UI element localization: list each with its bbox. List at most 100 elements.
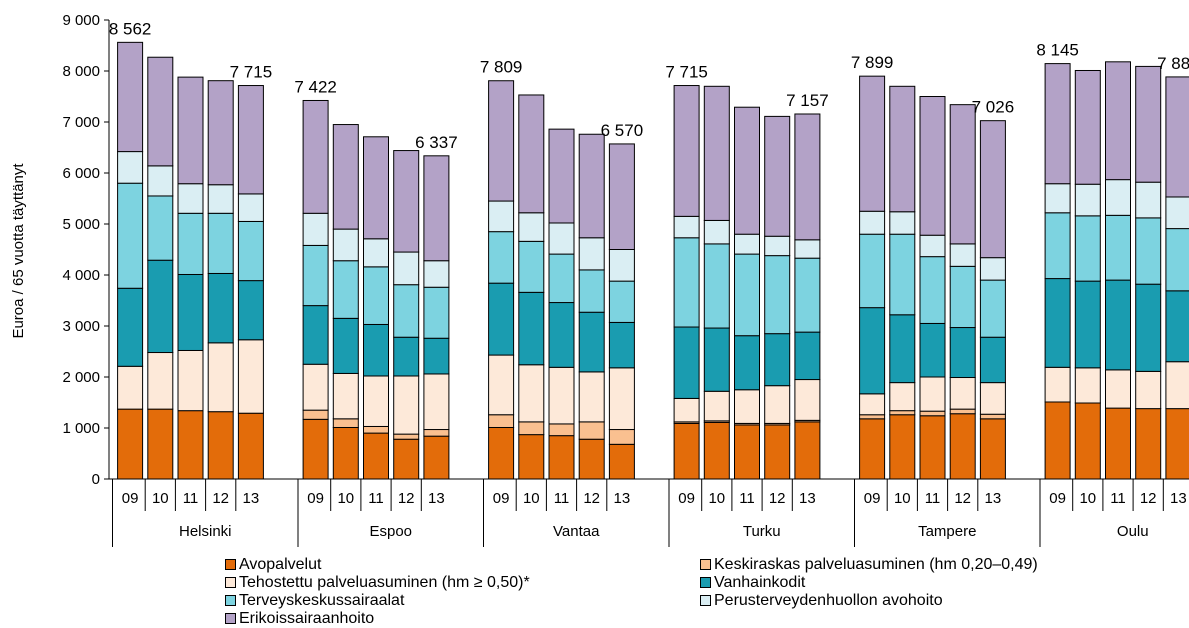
bar-segment bbox=[207, 212, 234, 274]
bar-segment bbox=[794, 113, 821, 241]
bar-segment bbox=[177, 410, 204, 480]
bar-segment bbox=[919, 322, 946, 378]
data-label: 7 884 bbox=[1157, 54, 1189, 73]
bar-segment bbox=[919, 96, 946, 236]
bar-segment bbox=[302, 244, 329, 307]
bar-segment bbox=[794, 257, 821, 333]
bar-segment bbox=[423, 286, 450, 339]
bar-segment bbox=[1165, 228, 1189, 292]
bar-segment bbox=[548, 302, 575, 368]
bar-segment bbox=[302, 99, 329, 214]
bar-segment bbox=[1074, 367, 1101, 404]
bar-segment bbox=[1165, 196, 1189, 230]
bar-segment bbox=[1105, 179, 1131, 216]
legend-label: Erikoissairaanhoito bbox=[239, 610, 375, 627]
year-label: 09 bbox=[678, 490, 695, 507]
bar-segment bbox=[979, 279, 1006, 338]
bar-segment bbox=[919, 410, 946, 417]
bar-segment bbox=[1074, 280, 1101, 369]
year-label: 09 bbox=[1049, 490, 1066, 507]
bar-segment bbox=[147, 165, 174, 197]
bar-segment bbox=[673, 397, 700, 423]
bar-segment bbox=[1165, 76, 1189, 198]
bar-segment bbox=[488, 80, 515, 202]
bar-segment bbox=[734, 233, 760, 255]
bar-segment bbox=[794, 421, 821, 480]
bar-segment bbox=[177, 183, 204, 214]
legend-item-terveyskeskussairaalat: Terveyskeskussairaalat bbox=[225, 592, 404, 609]
legend-label: Tehostettu palveluasuminen (hm ≥ 0,50)* bbox=[239, 574, 530, 591]
data-label: 7 809 bbox=[480, 58, 523, 77]
bar-segment bbox=[1074, 215, 1101, 282]
bar-segment bbox=[578, 133, 605, 239]
bar-segment bbox=[332, 124, 359, 230]
bar-segment bbox=[578, 438, 605, 480]
bar-segment bbox=[673, 215, 700, 239]
bar-segment bbox=[919, 234, 946, 258]
bar-segment bbox=[548, 366, 575, 425]
bar-segment bbox=[488, 231, 515, 284]
legend-label: Terveyskeskussairaalat bbox=[239, 592, 405, 609]
year-label: 13 bbox=[243, 490, 260, 507]
bar-segment bbox=[919, 256, 946, 324]
bar-segment bbox=[1165, 361, 1189, 410]
bar-segment bbox=[1135, 217, 1162, 285]
bar-segment bbox=[949, 104, 976, 245]
bar-segment bbox=[117, 287, 144, 367]
bar-segment bbox=[949, 377, 976, 410]
y-tick-label: 9 000 bbox=[62, 12, 100, 29]
year-label: 13 bbox=[614, 490, 631, 507]
bar-segment bbox=[207, 184, 234, 214]
bar-segment bbox=[703, 390, 730, 422]
bar-segment bbox=[1044, 183, 1071, 214]
legend-swatch bbox=[225, 613, 236, 624]
year-label: 13 bbox=[799, 490, 816, 507]
bar-segment bbox=[207, 272, 234, 344]
bar-segment bbox=[608, 280, 635, 323]
bar-segment bbox=[518, 94, 545, 214]
data-label: 6 337 bbox=[415, 133, 458, 152]
bar-segment bbox=[117, 151, 144, 184]
year-label: 09 bbox=[493, 490, 510, 507]
bar-segment bbox=[889, 314, 916, 384]
year-label: 12 bbox=[583, 490, 600, 507]
stacked-bar-chart: Euroa / 65 vuotta täyttänyt 0 1 000 2 000 3… bbox=[10, 12, 1189, 547]
bar-segment bbox=[703, 421, 730, 480]
bar-segment bbox=[608, 443, 635, 480]
bar-segment bbox=[734, 335, 760, 391]
bar-segment bbox=[423, 435, 450, 480]
bar-segment bbox=[363, 238, 389, 268]
data-label: 7 157 bbox=[786, 91, 829, 110]
bar-segment bbox=[237, 280, 264, 341]
bar-segment bbox=[548, 128, 575, 224]
legend-item-keskiraskas: Keskiraskas palveluasuminen (hm 0,20–0,4… bbox=[700, 556, 1038, 573]
bar-segment bbox=[734, 389, 760, 424]
bar-segment bbox=[859, 393, 886, 416]
bar-segment bbox=[207, 80, 234, 186]
y-tick-label: 6 000 bbox=[62, 165, 100, 182]
y-tick-label: 0 bbox=[92, 471, 100, 488]
bar-segment bbox=[518, 291, 545, 366]
group-label: Espoo bbox=[369, 523, 412, 540]
year-label: 12 bbox=[769, 490, 786, 507]
bar-segment bbox=[332, 260, 359, 319]
legend-item-tehostettu: Tehostettu palveluasuminen (hm ≥ 0,50)* bbox=[225, 574, 530, 591]
bar-segment bbox=[393, 336, 420, 377]
legend-label: Vanhainkodit bbox=[714, 574, 806, 591]
year-label: 11 bbox=[925, 490, 941, 507]
legend-label: Avopalvelut bbox=[239, 556, 322, 573]
bar-segment bbox=[859, 414, 886, 420]
bar-segment bbox=[393, 433, 420, 440]
bar-segment bbox=[608, 429, 635, 445]
bar-segment bbox=[393, 375, 420, 435]
year-label: 12 bbox=[212, 490, 229, 507]
year-label: 11 bbox=[739, 490, 755, 507]
bar-segment bbox=[177, 349, 204, 412]
bar-segment bbox=[703, 327, 730, 392]
year-label: 12 bbox=[398, 490, 415, 507]
bar-segment bbox=[1135, 65, 1162, 183]
group-label: Tampere bbox=[918, 523, 976, 540]
y-axis-label: Euroa / 65 vuotta täyttänyt bbox=[10, 163, 27, 339]
bar-segment bbox=[859, 418, 886, 480]
year-label: 10 bbox=[1079, 490, 1096, 507]
